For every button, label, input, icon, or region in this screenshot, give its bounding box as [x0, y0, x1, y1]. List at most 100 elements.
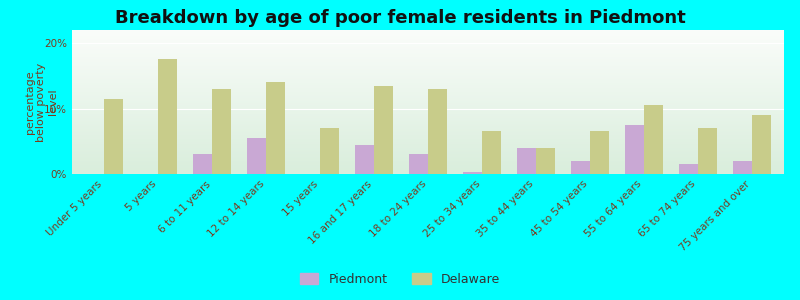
Bar: [355, 145, 374, 174]
Bar: [72, 154, 784, 155]
Bar: [72, 160, 784, 161]
Bar: [72, 105, 784, 106]
Text: Breakdown by age of poor female residents in Piedmont: Breakdown by age of poor female resident…: [114, 9, 686, 27]
Bar: [72, 145, 784, 147]
Bar: [72, 99, 784, 100]
Bar: [72, 66, 784, 68]
Bar: [72, 88, 784, 89]
Bar: [72, 30, 784, 31]
Bar: [266, 82, 285, 174]
Bar: [571, 161, 590, 174]
Bar: [72, 73, 784, 75]
Bar: [72, 161, 784, 163]
Bar: [72, 49, 784, 50]
Bar: [72, 68, 784, 69]
Bar: [72, 43, 784, 44]
Bar: [72, 91, 784, 92]
Bar: [72, 72, 784, 73]
Bar: [72, 147, 784, 148]
Bar: [428, 89, 447, 174]
Bar: [72, 69, 784, 70]
Legend: Piedmont, Delaware: Piedmont, Delaware: [294, 268, 506, 291]
Bar: [72, 140, 784, 141]
Bar: [72, 136, 784, 138]
Bar: [72, 93, 784, 95]
Bar: [72, 53, 784, 55]
Bar: [72, 75, 784, 76]
Bar: [72, 113, 784, 115]
Bar: [72, 119, 784, 121]
Bar: [72, 57, 784, 59]
Bar: [72, 168, 784, 170]
Bar: [644, 105, 662, 174]
Bar: [72, 33, 784, 34]
Bar: [72, 142, 784, 144]
Bar: [247, 138, 266, 174]
Bar: [72, 44, 784, 46]
Bar: [733, 161, 752, 174]
Bar: [72, 155, 784, 157]
Bar: [72, 127, 784, 128]
Bar: [679, 164, 698, 174]
Bar: [72, 103, 784, 105]
Bar: [72, 124, 784, 125]
Bar: [72, 171, 784, 172]
Bar: [72, 108, 784, 109]
Bar: [72, 92, 784, 93]
Bar: [72, 86, 784, 88]
Bar: [72, 46, 784, 47]
Bar: [72, 52, 784, 53]
Bar: [72, 121, 784, 122]
Bar: [536, 148, 554, 174]
Bar: [158, 59, 177, 174]
Bar: [72, 77, 784, 79]
Bar: [104, 99, 123, 174]
Bar: [72, 122, 784, 124]
Bar: [72, 167, 784, 168]
Bar: [72, 80, 784, 82]
Bar: [72, 34, 784, 36]
Bar: [72, 41, 784, 43]
Bar: [72, 62, 784, 63]
Bar: [72, 55, 784, 56]
Bar: [72, 115, 784, 116]
Bar: [72, 63, 784, 64]
Bar: [72, 148, 784, 149]
Bar: [72, 40, 784, 41]
Bar: [320, 128, 339, 174]
Bar: [72, 37, 784, 39]
Bar: [72, 157, 784, 158]
Bar: [72, 60, 784, 62]
Bar: [72, 152, 784, 154]
Bar: [72, 47, 784, 49]
Bar: [72, 109, 784, 111]
Bar: [72, 82, 784, 83]
Bar: [194, 154, 212, 174]
Bar: [72, 125, 784, 127]
Bar: [517, 148, 536, 174]
Bar: [212, 89, 231, 174]
Bar: [463, 172, 482, 174]
Bar: [72, 170, 784, 171]
Bar: [72, 83, 784, 85]
Bar: [72, 96, 784, 98]
Bar: [72, 164, 784, 165]
Bar: [72, 116, 784, 118]
Bar: [625, 125, 644, 174]
Bar: [72, 95, 784, 96]
Bar: [72, 85, 784, 86]
Bar: [590, 131, 609, 174]
Bar: [374, 85, 393, 174]
Bar: [72, 32, 784, 33]
Bar: [72, 70, 784, 72]
Bar: [72, 39, 784, 40]
Bar: [72, 98, 784, 99]
Bar: [72, 129, 784, 131]
Bar: [72, 151, 784, 152]
Bar: [72, 163, 784, 164]
Bar: [72, 76, 784, 77]
Bar: [72, 50, 784, 52]
Bar: [72, 56, 784, 57]
Bar: [72, 106, 784, 108]
Bar: [698, 128, 717, 174]
